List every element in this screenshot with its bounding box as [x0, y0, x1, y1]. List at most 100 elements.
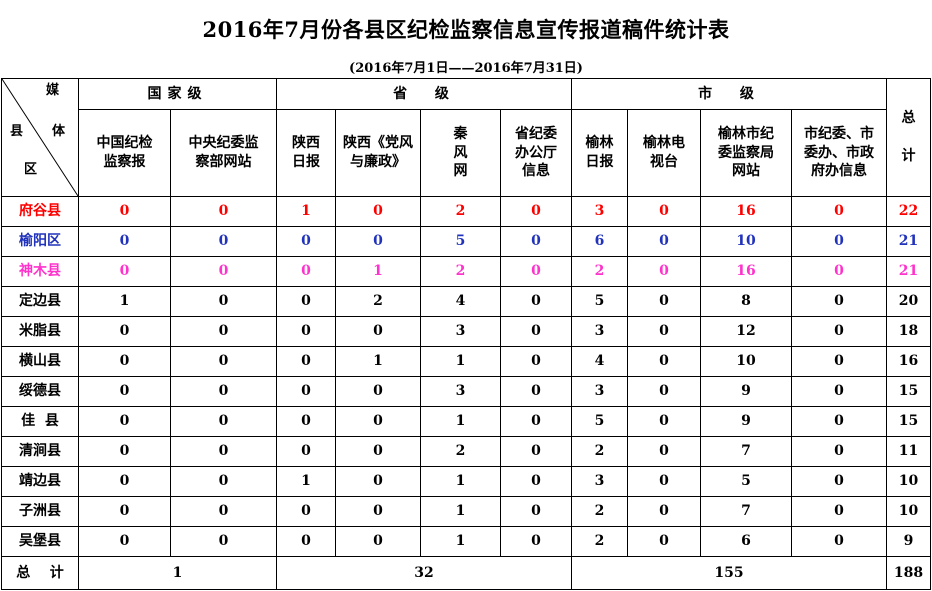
count-cell: 0	[791, 526, 887, 557]
count-cell: 0	[335, 406, 421, 437]
column-header-7: 榆林电 视台	[627, 109, 701, 197]
count-cell: 7	[700, 436, 792, 467]
column-header-2: 陕西 日报	[276, 109, 336, 197]
count-cell: 2	[571, 256, 628, 287]
row-total: 15	[886, 406, 931, 437]
table-row: 横山县 0 0 0 1 1 0 4 0 10 0 16	[1, 346, 931, 377]
count-cell: 0	[78, 406, 171, 437]
count-cell: 0	[791, 196, 887, 227]
group-national: 国家级	[78, 78, 277, 110]
totals-national: 1	[78, 556, 277, 590]
count-cell: 0	[78, 376, 171, 407]
table-row: 榆阳区 0 0 0 0 5 0 6 0 10 0 21	[1, 226, 931, 257]
count-cell: 0	[78, 316, 171, 347]
count-cell: 0	[335, 376, 421, 407]
count-cell: 0	[170, 496, 277, 527]
count-cell: 0	[500, 466, 572, 497]
count-cell: 0	[791, 406, 887, 437]
count-cell: 0	[276, 316, 336, 347]
count-cell: 9	[700, 376, 792, 407]
county-name: 横山县	[1, 346, 79, 377]
column-header-3: 陕西《党风 与廉政》	[335, 109, 421, 197]
table-row: 绥德县 0 0 0 0 3 0 3 0 9 0 15	[1, 376, 931, 407]
count-cell: 0	[170, 466, 277, 497]
count-cell: 0	[78, 526, 171, 557]
row-total: 15	[886, 376, 931, 407]
county-name: 府谷县	[1, 196, 79, 227]
count-cell: 0	[335, 466, 421, 497]
county-name: 神木县	[1, 256, 79, 287]
table-row: 靖边县 0 0 1 0 1 0 3 0 5 0 10	[1, 466, 931, 497]
count-cell: 0	[78, 496, 171, 527]
count-cell: 3	[571, 376, 628, 407]
count-cell: 0	[78, 346, 171, 377]
column-header-row: 中国纪检 监察报 中央纪委监 察部网站 陕西 日报 陕西《党风 与廉政》秦 风 网省纪…	[2, 109, 931, 197]
count-cell: 10	[700, 346, 792, 377]
count-cell: 1	[420, 406, 501, 437]
count-cell: 4	[571, 346, 628, 377]
column-header-5: 省纪委 办公厅 信息	[500, 109, 572, 197]
table-row: 府谷县 0 0 1 0 2 0 3 0 16 0 22	[1, 196, 931, 227]
count-cell: 0	[276, 256, 336, 287]
totals-city: 155	[571, 556, 887, 590]
count-cell: 0	[78, 436, 171, 467]
table-row: 佳 县 0 0 0 0 1 0 5 0 9 0 15	[1, 406, 931, 437]
count-cell: 0	[500, 526, 572, 557]
count-cell: 2	[571, 436, 628, 467]
count-cell: 1	[420, 526, 501, 557]
county-name: 子洲县	[1, 496, 79, 527]
count-cell: 2	[420, 256, 501, 287]
group-header-row: 媒 县 体 区 国家级 省 级 市 级 总 计	[1, 78, 931, 197]
count-cell: 0	[627, 286, 701, 317]
table-row: 神木县 0 0 0 1 2 0 2 0 16 0 21	[1, 256, 931, 287]
county-name: 佳 县	[1, 406, 79, 437]
count-cell: 0	[791, 226, 887, 257]
column-header-0: 中国纪检 监察报	[78, 109, 171, 197]
row-total: 18	[886, 316, 931, 347]
count-cell: 0	[78, 226, 171, 257]
count-cell: 5	[420, 226, 501, 257]
count-cell: 3	[571, 466, 628, 497]
count-cell: 3	[420, 316, 501, 347]
count-cell: 1	[335, 346, 421, 377]
count-cell: 1	[420, 466, 501, 497]
table-row: 定边县 1 0 0 2 4 0 5 0 8 0 20	[1, 286, 931, 317]
row-total: 9	[886, 526, 931, 557]
count-cell: 12	[700, 316, 792, 347]
count-cell: 0	[335, 436, 421, 467]
count-cell: 4	[420, 286, 501, 317]
corner-header-cell: 媒 县 体 区	[1, 78, 79, 197]
count-cell: 0	[627, 346, 701, 377]
count-cell: 0	[170, 436, 277, 467]
row-total: 20	[886, 286, 931, 317]
count-cell: 0	[335, 496, 421, 527]
count-cell: 0	[627, 196, 701, 227]
count-cell: 7	[700, 496, 792, 527]
count-cell: 1	[276, 196, 336, 227]
count-cell: 0	[627, 406, 701, 437]
count-cell: 0	[170, 526, 277, 557]
row-total: 22	[886, 196, 931, 227]
count-cell: 0	[791, 286, 887, 317]
row-total: 10	[886, 466, 931, 497]
totals-provincial: 32	[276, 556, 572, 590]
count-cell: 0	[276, 526, 336, 557]
count-cell: 8	[700, 286, 792, 317]
count-cell: 0	[276, 436, 336, 467]
count-cell: 0	[791, 496, 887, 527]
count-cell: 0	[170, 226, 277, 257]
statistics-table: 媒 县 体 区 国家级 省 级 市 级 总 计 中国纪检 监察报 中央纪委监 察部…	[1, 78, 931, 590]
county-name: 定边县	[1, 286, 79, 317]
count-cell: 1	[420, 346, 501, 377]
count-cell: 0	[791, 256, 887, 287]
count-cell: 0	[627, 256, 701, 287]
table-body: 府谷县 0 0 1 0 2 0 3 0 16 0 22 榆阳区 0 0 0 0 5 0 6 0 10 0 21 神木县 0 0 0 1 2…	[1, 196, 931, 557]
row-total: 16	[886, 346, 931, 377]
corner-label-county-2: 区	[24, 162, 38, 177]
county-name: 榆阳区	[1, 226, 79, 257]
group-provincial: 省 级	[276, 78, 572, 110]
totals-row: 总 计 1 32 155 188	[1, 556, 931, 590]
count-cell: 2	[420, 436, 501, 467]
count-cell: 10	[700, 226, 792, 257]
table-row: 吴堡县 0 0 0 0 1 0 2 0 6 0 9	[1, 526, 931, 557]
